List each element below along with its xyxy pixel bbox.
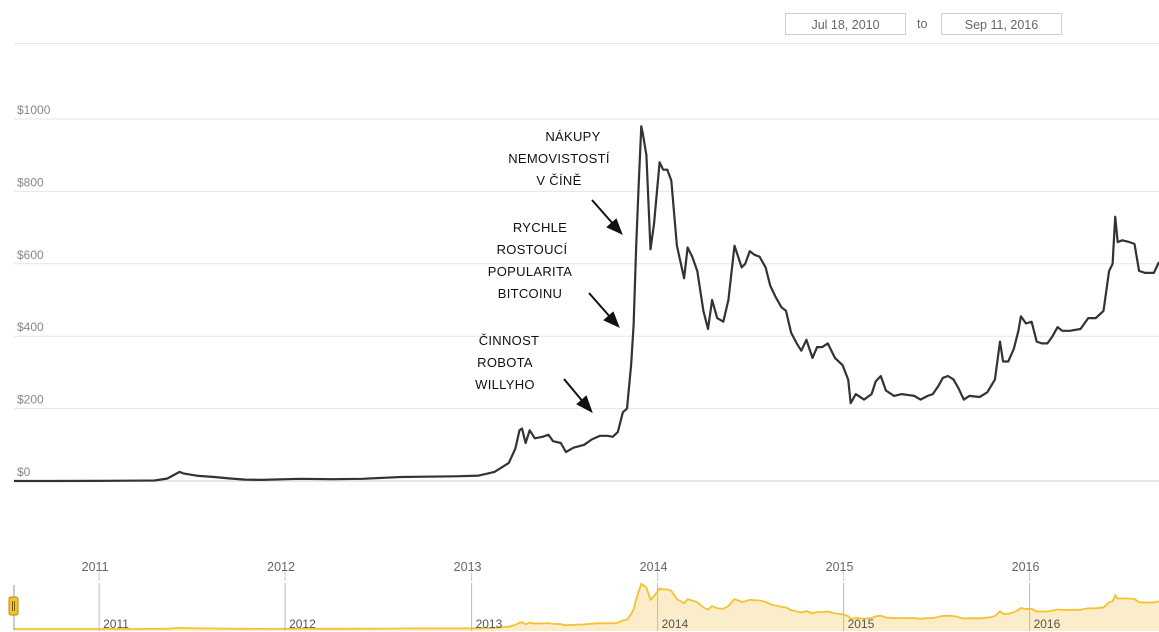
x-tick-label-2011: 2011 [82,560,109,574]
nav-year-label-2015: 2015 [848,617,875,631]
nav-year-label-2014: 2014 [662,617,689,631]
date-range-bar: Jul 18, 2010 to Sep 11, 2016 [0,0,1159,44]
annotations: NÁKUPY NEMOVISTOSTÍ V ČÍNĚ RYCHLE ROSTOU… [475,129,623,414]
navigator-handle-left[interactable] [8,585,19,630]
top-divider [14,43,1159,44]
nav-year-label-2011: 2011 [103,617,129,631]
navigator[interactable]: 2011 2012 2013 2014 2015 2016 [8,582,1159,631]
annotation-china-line-3: V ČÍNĚ [536,173,581,188]
x-tick-label-2013: 2013 [454,560,482,574]
navigator-area [14,583,1159,631]
y-tick-label-200: $200 [17,393,44,407]
annotation-arrow-china [591,199,623,235]
start-date-input[interactable]: Jul 18, 2010 [785,13,906,35]
nav-year-label-2016: 2016 [1034,617,1061,631]
annotation-willy-line-2: ROBOTA [477,355,533,370]
annotation-popularity-line-4: BITCOINU [498,286,563,301]
annotation-arrow-willy [563,378,593,414]
y-tick-label-1000: $1000 [17,103,51,117]
y-tick-label-0: $0 [17,465,31,479]
range-to-label: to [917,17,928,31]
annotation-arrow-popularity [588,292,620,328]
annotation-willy-line-3: WILLYHO [475,377,535,392]
grid-lines [14,118,1159,482]
y-tick-label-800: $800 [17,175,44,189]
y-axis: $0 $200 $400 $600 $800 $1000 [17,103,51,479]
nav-year-label-2013: 2013 [476,617,503,631]
navigator-line [14,582,1159,630]
x-tick-label-2012: 2012 [267,560,295,574]
x-tick-label-2014: 2014 [640,560,668,574]
annotation-willy-line-1: ČINNOST [479,333,540,348]
annotation-popularity-line-2: ROSTOUCÍ [497,242,568,257]
nav-year-label-2012: 2012 [289,617,316,631]
x-tick-label-2016: 2016 [1012,560,1040,574]
y-tick-label-600: $600 [17,248,44,262]
navigator-years: 2011 2012 2013 2014 2015 2016 [98,583,1061,631]
annotation-china-line-1: NÁKUPY [545,129,600,144]
x-axis: 2011 2012 2013 2014 2015 2016 [82,560,1040,581]
end-date-input[interactable]: Sep 11, 2016 [941,13,1062,35]
x-tick-label-2015: 2015 [826,560,854,574]
annotation-popularity-line-1: RYCHLE [513,220,567,235]
price-line [14,125,1159,483]
annotation-popularity-line-3: POPULARITA [488,264,572,279]
y-tick-label-400: $400 [17,320,44,334]
annotation-china-line-2: NEMOVISTOSTÍ [508,151,610,166]
